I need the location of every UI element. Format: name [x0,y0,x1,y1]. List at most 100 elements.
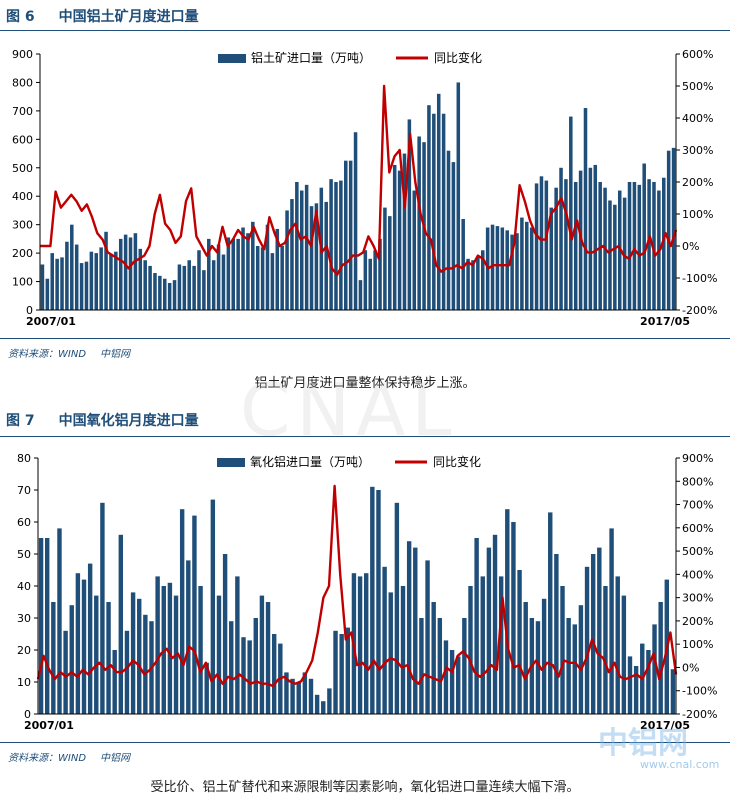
left-axis-tick-label: 400 [12,190,33,203]
bar [70,224,74,310]
bar [309,206,314,310]
right-axis-tick-label: 400% [682,112,713,125]
bar [541,598,547,714]
bar [627,182,632,310]
figure7-source-org: 中铝网 [100,753,131,764]
x-start-label: 2007/01 [26,315,76,328]
bar [539,176,544,310]
left-axis-tick-label: 800 [12,76,33,89]
right-axis-tick-label: 200% [682,615,713,628]
bar [584,566,590,714]
bar [158,275,162,310]
bar [436,93,441,310]
bar [270,253,275,310]
bar [167,282,172,310]
bar [548,512,553,714]
bar [167,582,173,714]
figure7-number: 图 7 [6,413,35,429]
left-axis-tick-label: 10 [17,676,31,689]
bar [357,576,363,714]
bar [100,502,105,714]
bar [51,602,56,714]
figure7-source: 资料来源：WIND 中铝网 [8,749,144,764]
bar [118,238,123,310]
bar [598,182,602,310]
legend-bar-swatch [217,458,245,467]
bar [588,167,593,310]
bar [265,602,271,714]
bar [544,180,549,310]
right-axis-tick-label: 0% [682,240,699,253]
x-end-label: 2017/05 [640,315,690,328]
bar [597,547,602,714]
bar [486,547,492,714]
bar [613,204,617,310]
bar [392,164,397,310]
right-axis-tick-label: 300% [682,592,713,605]
bar [99,247,103,310]
right-axis-tick-label: 900% [682,452,713,465]
bar [368,258,372,310]
figure6-bottom-rule [0,338,730,339]
bar [559,167,563,310]
bar [498,576,504,714]
bar [44,538,50,714]
bar [321,701,326,714]
bar [578,605,584,714]
bar [89,251,94,310]
bar [280,246,284,310]
bar [621,595,627,714]
right-axis-tick-label: 100% [682,638,713,651]
bar [295,182,299,310]
bar [397,170,402,310]
bar [510,234,514,310]
bar [63,630,68,714]
bar [241,637,246,714]
figure6-top-rule [0,30,730,31]
bar [57,528,62,714]
bar [461,218,465,310]
bar [388,592,393,714]
bar [197,250,201,310]
bar [666,150,671,310]
bar [109,254,113,310]
bar [505,509,510,714]
bar [608,200,612,310]
figure7-title: 图 7 中国氧化铝月度进口量 [6,410,199,430]
bar [143,260,147,310]
bar [609,528,614,714]
bar [468,586,473,714]
bar [275,228,280,310]
bar [376,490,381,714]
right-axis-tick-label: 500% [682,80,713,93]
bar [38,538,44,714]
figure7-top-rule [0,436,730,437]
bar [363,250,368,310]
right-axis-tick-label: 200% [682,176,713,189]
bar [45,278,50,310]
bar [255,246,260,310]
right-axis-tick-label: -100% [682,272,717,285]
right-axis-tick-label: 0% [682,661,699,674]
figure6-title: 图 6 中国铝土矿月度进口量 [6,6,199,26]
bar [569,116,573,310]
legend-line-label: 同比变化 [433,454,481,469]
bar [50,253,54,310]
zlw-watermark-logo: 中铝网 [598,726,688,761]
bar [446,150,451,310]
bar [138,248,143,310]
bar [432,113,436,310]
bar [658,602,663,714]
bar [505,230,509,310]
left-axis-tick-label: 50 [17,548,31,561]
bar [236,238,240,310]
left-axis-tick-label: 70 [17,484,31,497]
bar [441,113,446,310]
bar [65,241,69,310]
bar [554,187,558,310]
bar [449,650,455,714]
bar [104,231,108,310]
bar [112,650,117,714]
bar [290,199,294,310]
bar [74,244,79,310]
